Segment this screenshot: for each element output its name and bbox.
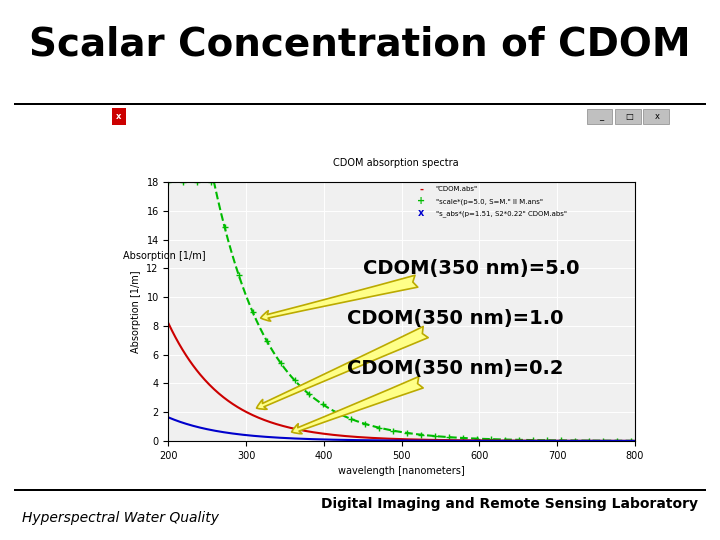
Text: CDOM(350 nm)=1.0: CDOM(350 nm)=1.0 (256, 309, 564, 409)
Bar (615, 109, 641, 124)
Bar (587, 109, 612, 124)
Text: Absorption [1/m]: Absorption [1/m] (123, 251, 206, 261)
Text: "s_abs*(p=1.51, S2*0.22" CDOM.abs": "s_abs*(p=1.51, S2*0.22" CDOM.abs" (436, 210, 567, 217)
Y-axis label: Absorption [1/m]: Absorption [1/m] (131, 270, 141, 353)
Text: □: □ (625, 112, 633, 121)
Text: Scalar Concentration of CDOM: Scalar Concentration of CDOM (30, 25, 690, 63)
Bar (644, 109, 669, 124)
Text: "scale*(p=5.0, S=M." II M.ans": "scale*(p=5.0, S=M." II M.ans" (436, 198, 543, 205)
Text: CDOM(350 nm)=5.0: CDOM(350 nm)=5.0 (261, 259, 580, 321)
Text: _: _ (598, 112, 603, 121)
Text: x: x (116, 112, 121, 121)
Text: "CDOM.abs": "CDOM.abs" (436, 186, 478, 192)
Text: -: - (420, 184, 423, 194)
Text: +: + (418, 196, 426, 206)
Bar (112, 108, 126, 125)
Text: x: x (655, 112, 660, 121)
Text: Hyperspectral Water Quality: Hyperspectral Water Quality (22, 511, 219, 525)
Text: Gnuplot: Gnuplot (145, 112, 189, 122)
Text: x: x (418, 208, 425, 218)
Text: CDOM absorption spectra: CDOM absorption spectra (333, 158, 459, 168)
Text: CDOM(350 nm)=0.2: CDOM(350 nm)=0.2 (292, 360, 564, 434)
Text: Digital Imaging and Remote Sensing Laboratory: Digital Imaging and Remote Sensing Labor… (321, 497, 698, 510)
X-axis label: wavelength [nanometers]: wavelength [nanometers] (338, 466, 465, 476)
